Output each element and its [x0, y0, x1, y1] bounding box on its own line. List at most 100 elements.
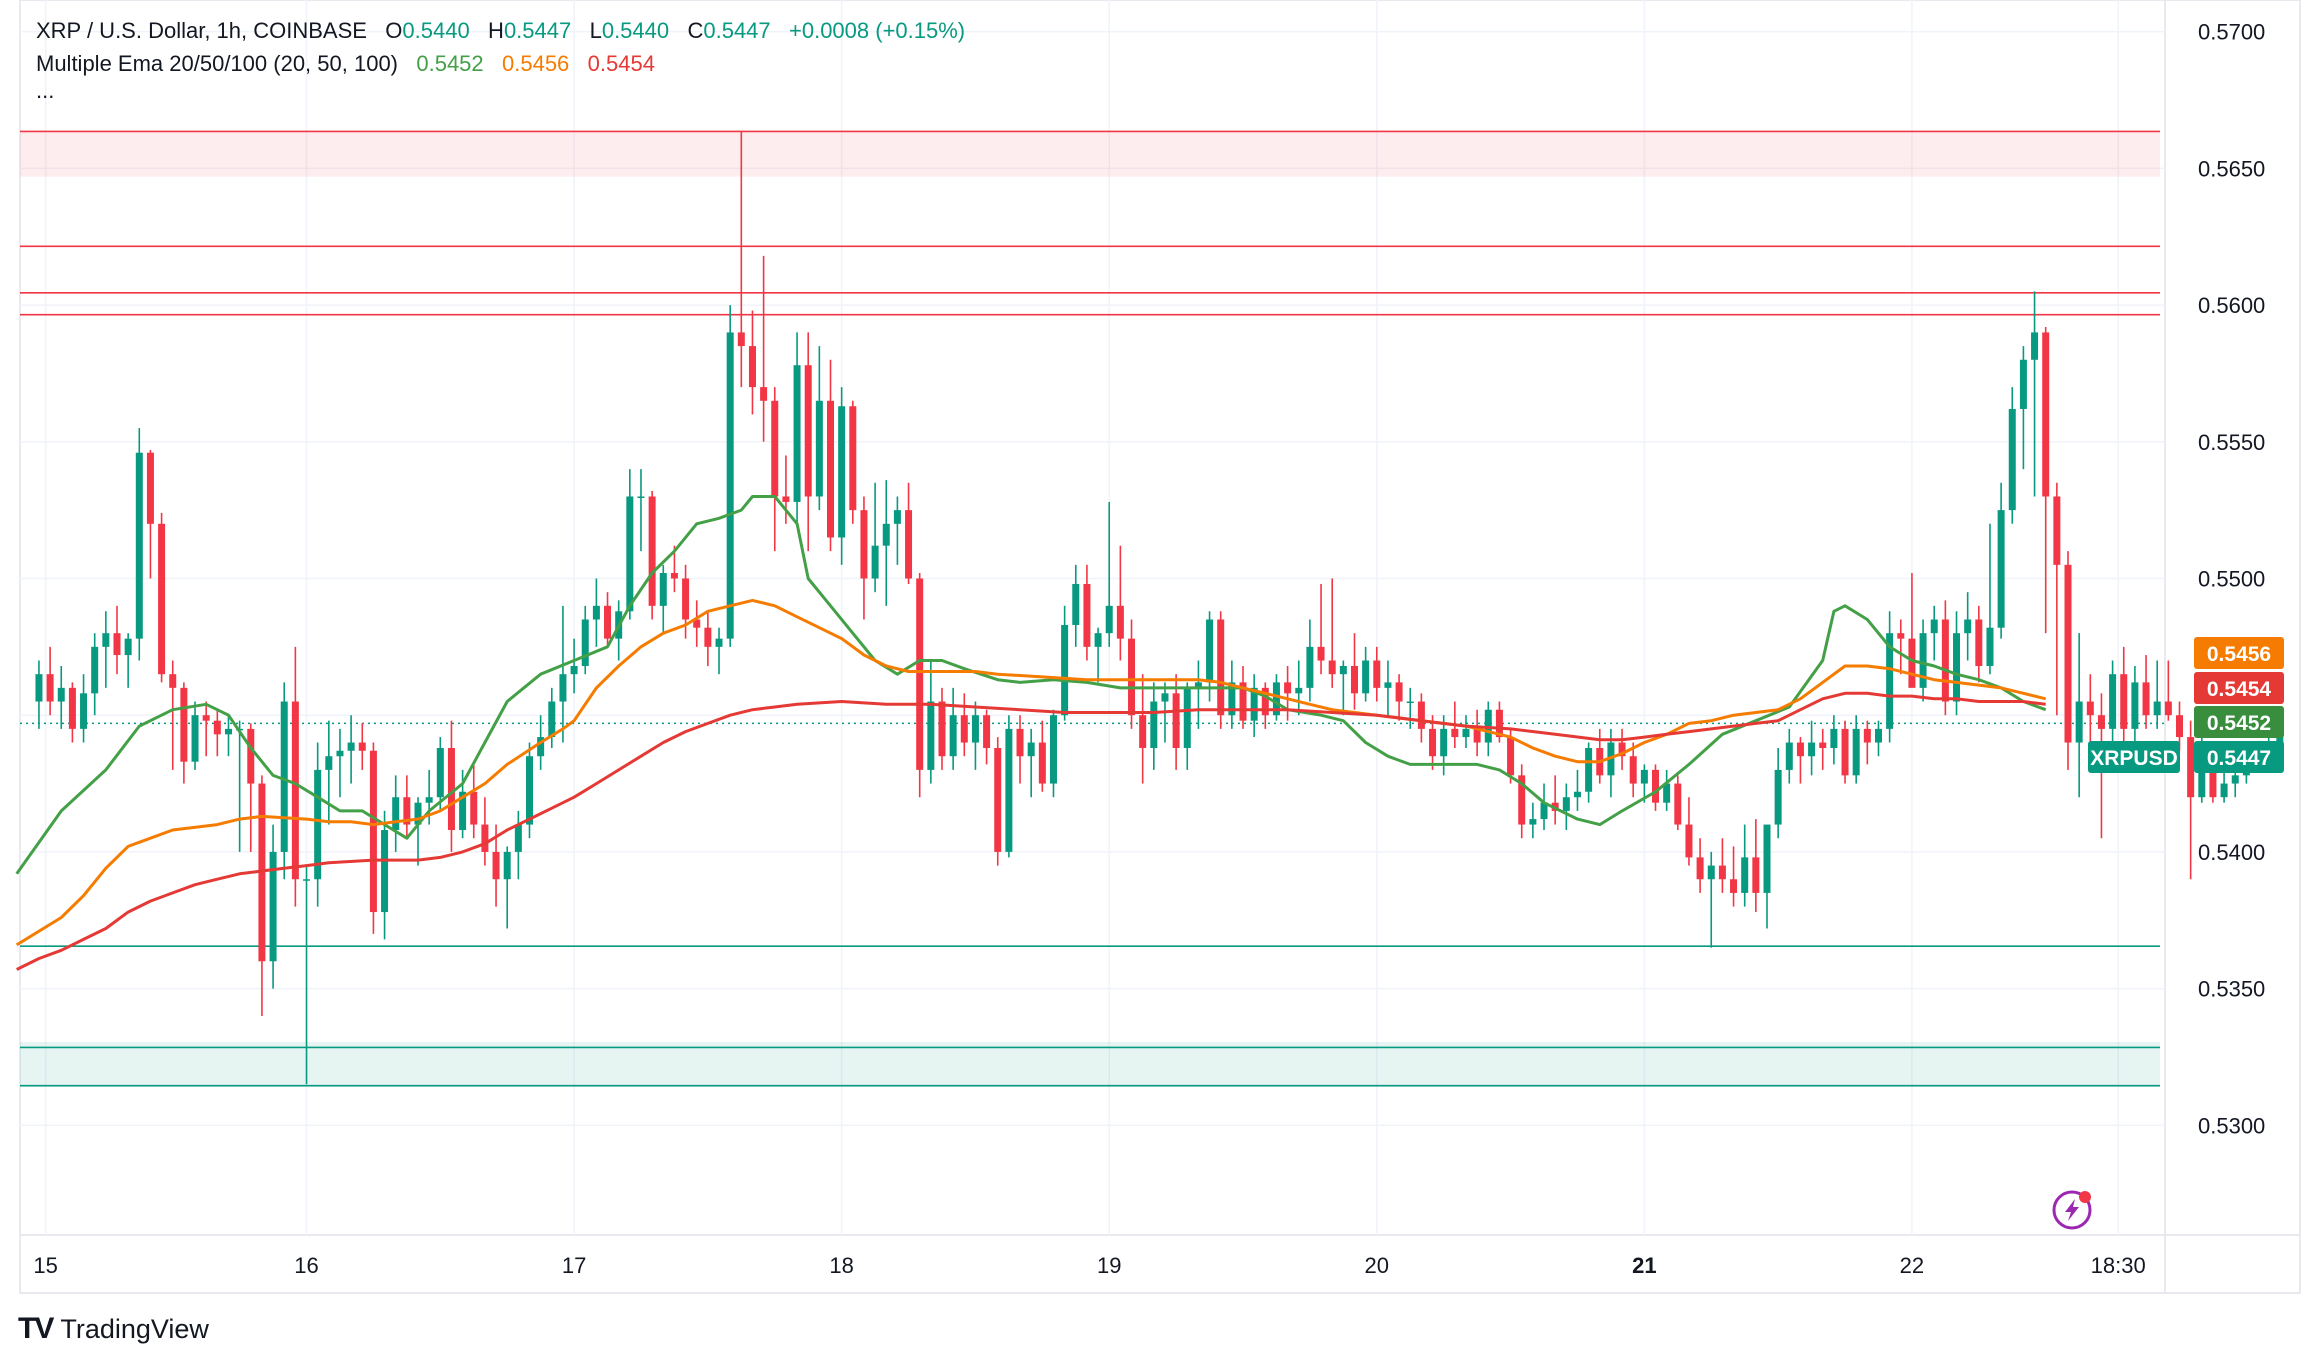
brand-name: TradingView	[60, 1313, 209, 1344]
candle-body	[1919, 633, 1927, 688]
candle-body	[470, 791, 478, 825]
candle-body	[1128, 638, 1136, 716]
candle-body	[124, 638, 132, 656]
price-tag	[2194, 637, 2284, 669]
ema-line	[16, 691, 2046, 971]
candle-body	[882, 523, 890, 546]
candle-body	[2042, 332, 2050, 497]
candle-body	[224, 728, 232, 735]
candle-body	[1707, 865, 1715, 880]
candle-body	[1540, 802, 1548, 820]
candle-body	[35, 674, 43, 702]
candle-body	[1239, 682, 1247, 721]
candle-body	[1049, 715, 1057, 784]
candle-body	[771, 400, 779, 497]
candle-body	[971, 715, 979, 743]
lightning-icon[interactable]	[2052, 1190, 2092, 1230]
candle-body	[871, 545, 879, 579]
x-tick-label: 21	[1632, 1253, 1656, 1278]
candle-body	[1317, 646, 1325, 661]
candle-body	[1139, 715, 1147, 749]
candle-body	[158, 523, 166, 675]
candle-body	[1640, 769, 1648, 784]
candle-body	[1462, 728, 1470, 738]
support-zone	[20, 1041, 2160, 1088]
candle-body	[1183, 687, 1191, 749]
candle-body	[425, 797, 433, 803]
candle-body	[46, 674, 54, 702]
high-value: 0.5447	[503, 18, 572, 43]
price-tag-label: 0.5452	[2207, 712, 2271, 735]
candle-body	[1284, 682, 1292, 694]
chart-legend: XRP / U.S. Dollar, 1h, COINBASE O0.5440 …	[36, 14, 965, 102]
candle-body	[135, 452, 143, 639]
y-tick-label: 0.5300	[2198, 1113, 2265, 1138]
candle-body	[213, 720, 221, 735]
candle-body	[2131, 682, 2139, 729]
open-label: O	[385, 18, 403, 43]
candle-body	[2164, 701, 2172, 716]
y-tick-label: 0.5350	[2198, 977, 2265, 1002]
candle-body	[1685, 824, 1693, 858]
candle-body	[1362, 660, 1370, 694]
candle-body	[1339, 665, 1347, 675]
close-label: C	[687, 18, 704, 43]
candle-body	[280, 701, 288, 852]
candle-body	[1473, 728, 1481, 743]
candle-body	[1752, 857, 1760, 893]
x-tick-label: 17	[562, 1253, 586, 1278]
tradingview-brand[interactable]: TV TradingView	[18, 1312, 209, 1346]
candle-body	[537, 737, 545, 757]
candle-body	[1005, 728, 1013, 852]
price-tag	[2194, 741, 2284, 773]
candle-body	[1819, 742, 1827, 749]
candle-body	[670, 573, 678, 579]
candle-body	[559, 674, 567, 702]
resistance-zone	[20, 131, 2160, 177]
candle-body	[1429, 728, 1437, 757]
candle-body	[659, 573, 667, 606]
candle-body	[1908, 638, 1916, 688]
candle-body	[1674, 783, 1682, 825]
candle-body	[1328, 660, 1336, 675]
candle-body	[2086, 701, 2094, 716]
candle-body	[2142, 682, 2150, 716]
ema100-value: 0.5454	[587, 51, 655, 76]
candle-body	[414, 802, 422, 825]
candle-body	[113, 633, 121, 656]
candle-body	[514, 824, 522, 852]
candle-body	[303, 879, 311, 881]
candle-body	[1863, 728, 1871, 743]
candle-body	[927, 701, 935, 770]
legend-symbol-row: XRP / U.S. Dollar, 1h, COINBASE O0.5440 …	[36, 14, 965, 47]
candle-body	[1250, 687, 1258, 721]
candle-body	[436, 748, 444, 798]
candle-body	[1295, 687, 1303, 694]
chart-frame	[19, 0, 2301, 1294]
legend-more-button[interactable]: ...	[36, 78, 55, 103]
candle-body	[849, 406, 857, 511]
candle-body	[1161, 693, 1169, 702]
low-value: 0.5440	[601, 18, 670, 43]
candle-body	[1841, 728, 1849, 776]
y-tick-label: 0.5650	[2198, 156, 2265, 181]
candle-body	[2019, 359, 2027, 409]
candle-body	[827, 400, 835, 538]
indicator-title[interactable]: Multiple Ema 20/50/100 (20, 50, 100)	[36, 51, 399, 76]
candle-body	[2175, 715, 2183, 738]
x-tick-label: 15	[33, 1253, 57, 1278]
candle-body	[1562, 797, 1570, 811]
candle-body	[1172, 693, 1180, 749]
candle-body	[191, 715, 199, 762]
candle-body	[2109, 674, 2117, 729]
price-tag-label: 0.5447	[2207, 747, 2271, 770]
open-value: 0.5440	[402, 18, 470, 43]
candle-body	[2153, 701, 2161, 716]
x-tick-label: 18:30	[2091, 1253, 2146, 1278]
symbol-title[interactable]: XRP / U.S. Dollar, 1h, COINBASE	[36, 18, 367, 43]
candle-body	[2031, 332, 2039, 360]
candle-body	[804, 365, 812, 497]
candle-body	[1350, 665, 1358, 694]
candle-body	[2209, 756, 2217, 798]
